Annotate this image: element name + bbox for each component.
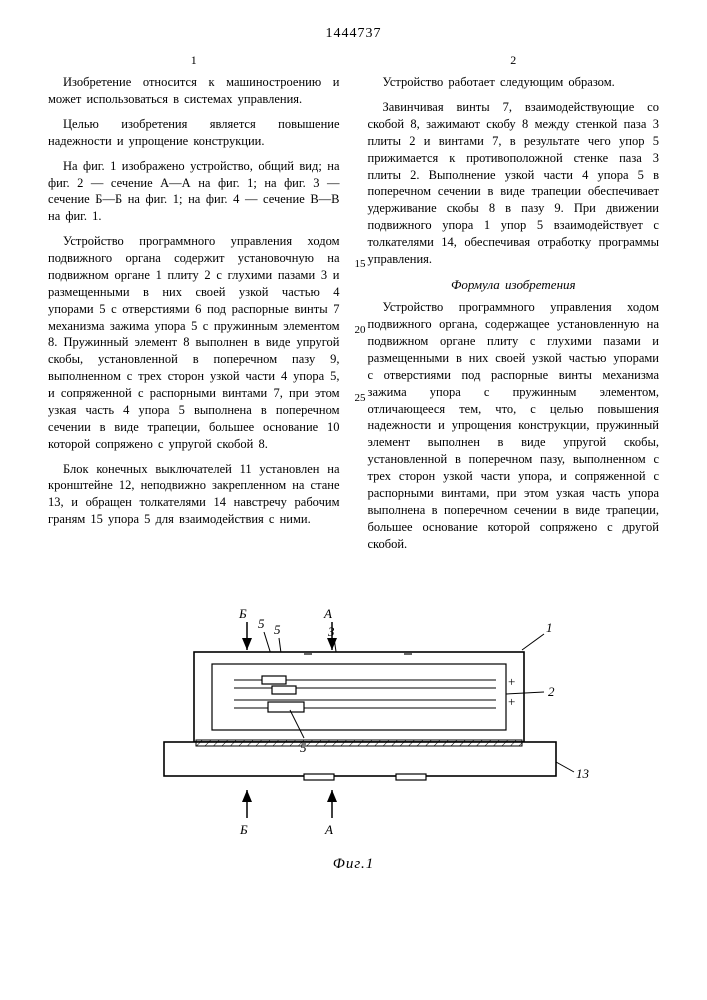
left-para-2: На фиг. 1 изображено устройство, общий в… (48, 158, 340, 226)
text-columns: 1 Изобретение относится к машиностроению… (48, 52, 659, 560)
section-b-bottom: Б (239, 790, 252, 837)
label-a-top: A (323, 606, 332, 621)
claim-para-0: Устройство программного управления ходом… (368, 299, 660, 552)
figure-1: Б 5 A 3 5 (104, 592, 604, 852)
stop-2 (272, 686, 296, 694)
left-column: 1 Изобретение относится к машиностроению… (48, 52, 340, 560)
figure-1-container: Б 5 A 3 5 (48, 592, 659, 852)
patent-number: 1444737 (48, 26, 659, 42)
line-num-25: 25 (355, 392, 366, 404)
plus-1: + (508, 674, 515, 689)
svg-text:1: 1 (546, 620, 553, 635)
left-para-4: Блок конечных выключателей 11 установлен… (48, 461, 340, 529)
right-para-0: Устройство работает следующим образом. (368, 74, 660, 91)
svg-text:2: 2 (548, 684, 555, 699)
svg-text:5: 5 (274, 622, 281, 637)
label-a-bot: A (324, 822, 333, 837)
left-para-0: Изобретение относится к машиностроению и… (48, 74, 340, 108)
plate-inner (212, 664, 506, 730)
page: 1444737 1 Изобретение относится к машино… (0, 0, 707, 1000)
left-para-1: Целью изобретения является повышение над… (48, 116, 340, 150)
svg-text:13: 13 (576, 766, 590, 781)
claim-heading: Формула изобретения (368, 276, 660, 294)
left-para-3: Устройство программного управления ходом… (48, 233, 340, 452)
label-b-top: Б (238, 606, 247, 621)
plus-2: + (508, 694, 515, 709)
stop-3 (268, 702, 304, 712)
label-13: 13 (556, 762, 590, 781)
section-b-top: Б (238, 606, 252, 650)
section-a-bottom: A (324, 790, 337, 837)
line-number-gutter: 15 20 25 (350, 52, 366, 560)
right-para-1: Завинчивая винты 7, взаимодействующие со… (368, 99, 660, 268)
svg-text:5: 5 (258, 616, 265, 631)
stop-1 (262, 676, 286, 684)
right-page-number: 2 (368, 52, 660, 68)
label-1: 1 (522, 620, 553, 650)
right-column: 15 20 25 2 Устройство работает следующим… (368, 52, 660, 560)
line-num-20: 20 (355, 324, 366, 336)
base-rect (164, 742, 556, 776)
figure-1-caption: Фиг.1 (48, 856, 659, 873)
svg-text:3: 3 (327, 624, 335, 639)
left-page-number: 1 (48, 52, 340, 68)
label-b-bot: Б (239, 822, 248, 837)
line-num-15: 15 (355, 258, 366, 270)
svg-text:5: 5 (300, 740, 307, 755)
